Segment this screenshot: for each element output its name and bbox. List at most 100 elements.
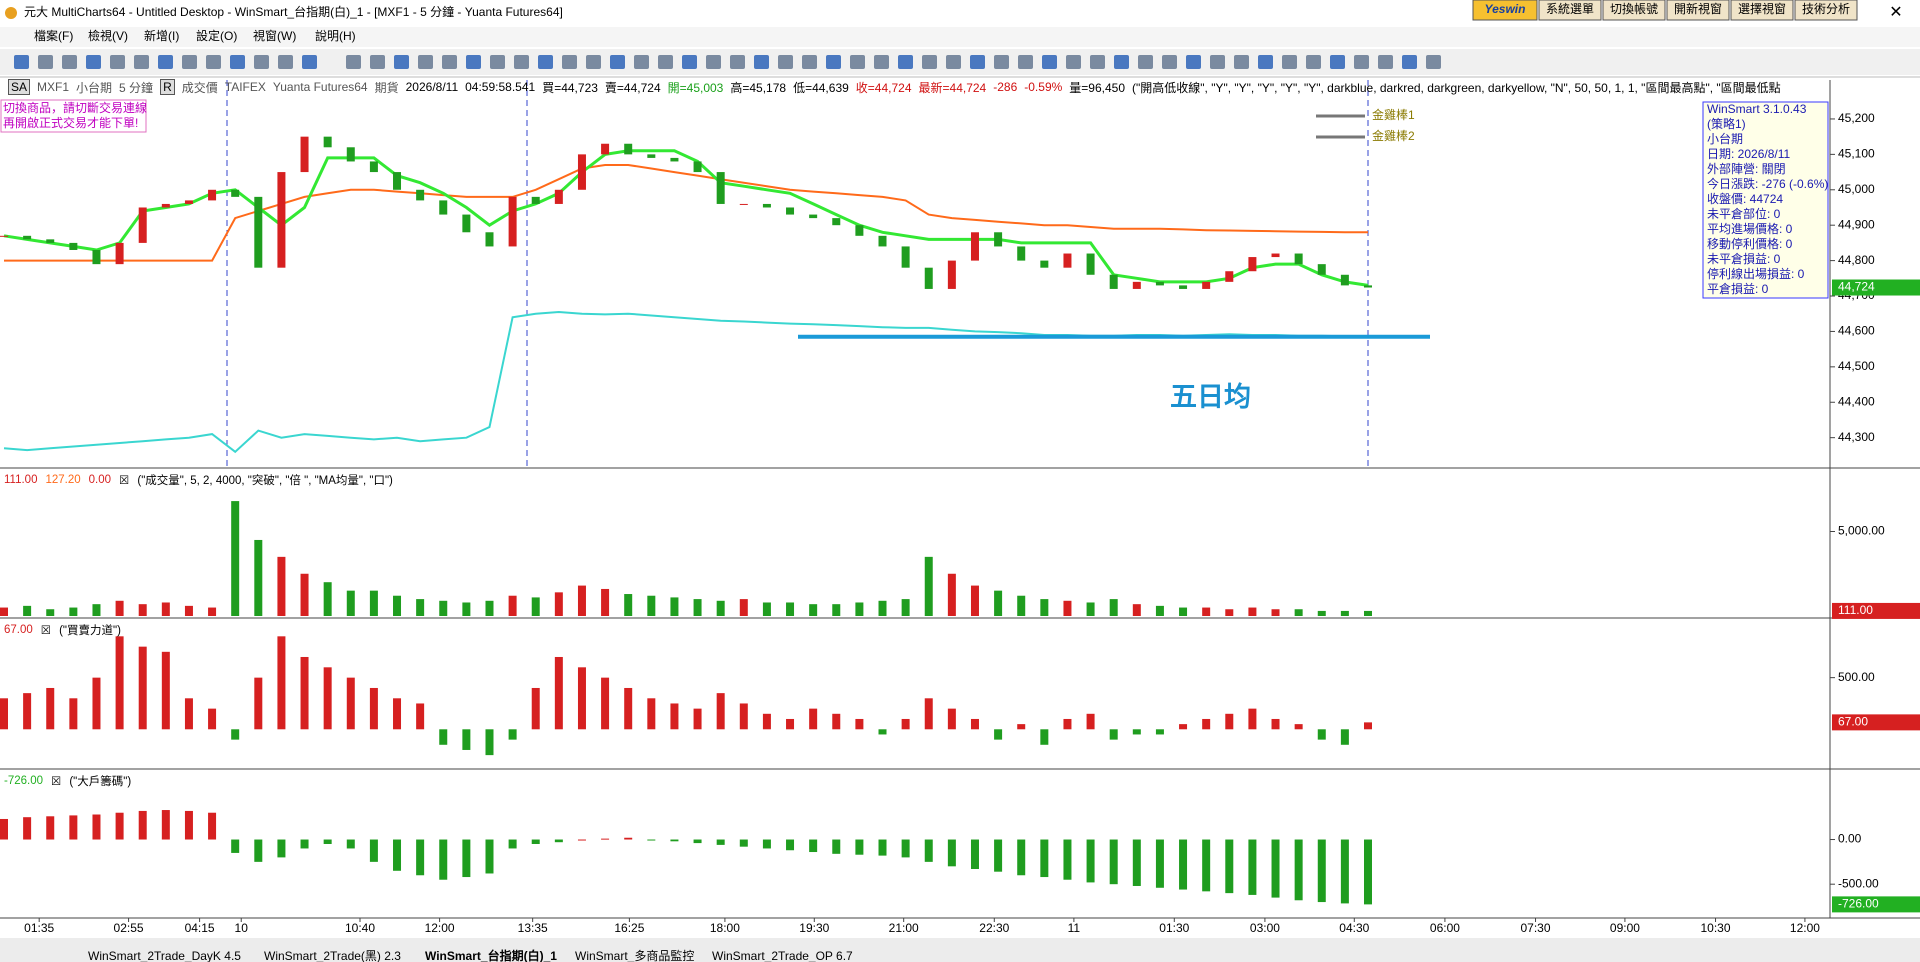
toolbar-icon[interactable] — [418, 55, 433, 69]
toolbar-icon[interactable] — [1426, 55, 1441, 69]
toolbar-icon[interactable] — [682, 55, 697, 69]
toolbar-icon[interactable] — [1402, 55, 1417, 69]
toolbar-icon[interactable] — [86, 55, 101, 69]
toolbar-icon[interactable] — [970, 55, 985, 69]
toolbar-icon[interactable] — [1210, 55, 1225, 69]
toolbar-icon[interactable] — [994, 55, 1009, 69]
toolbar-icon[interactable] — [730, 55, 745, 69]
toolbar-icon[interactable] — [1354, 55, 1369, 69]
bar — [1017, 839, 1026, 876]
toolbar-icon[interactable] — [1234, 55, 1249, 69]
menu-button-label[interactable]: 技術分析 — [1802, 2, 1850, 16]
toolbar-icon[interactable] — [38, 55, 53, 69]
toolbar-icon[interactable] — [1186, 55, 1201, 69]
menu-item[interactable]: 視窗(W) — [253, 28, 296, 43]
menu-button-label[interactable]: 選擇視窗 — [1738, 1, 1786, 16]
menu-button[interactable] — [1602, 0, 1666, 21]
bar — [277, 839, 286, 858]
toolbar-icon[interactable] — [586, 55, 601, 69]
toolbar-icon[interactable] — [1018, 55, 1033, 69]
toolbar-icon[interactable] — [466, 55, 481, 69]
toolbar-icon[interactable] — [1066, 55, 1081, 69]
brand[interactable]: Yeswin — [1485, 2, 1526, 16]
toolbar-icon[interactable] — [706, 55, 721, 69]
toolbar-icon[interactable] — [874, 55, 889, 69]
toolbar-icon[interactable] — [658, 55, 673, 69]
toolbar-icon[interactable] — [62, 55, 77, 69]
menu-item[interactable]: 新增(I) — [144, 28, 179, 43]
toolbar-icon[interactable] — [826, 55, 841, 69]
toolbar-icon[interactable] — [302, 55, 317, 69]
menu-item[interactable]: 說明(H) — [315, 28, 356, 43]
toolbar-icon[interactable] — [634, 55, 649, 69]
bar — [393, 595, 402, 616]
toolbar-icon[interactable] — [1258, 55, 1273, 69]
sheet-tab[interactable]: WinSmart_2Trade_DayK 4.5 — [88, 949, 241, 962]
sheet-tab[interactable]: WinSmart_台指期(白)_1 — [425, 948, 557, 962]
sheet-tab[interactable]: WinSmart_多商品監控 — [575, 948, 694, 962]
close-box[interactable]: ☒ — [40, 625, 52, 637]
toolbar-icon[interactable] — [394, 55, 409, 69]
info-item: 2026/8/11 — [405, 80, 459, 94]
bar — [485, 600, 494, 616]
toolbar-icon[interactable] — [1378, 55, 1393, 69]
candle — [208, 189, 217, 201]
close-box[interactable]: ☒ — [51, 776, 62, 788]
bar — [1040, 839, 1049, 878]
toolbar-icon[interactable] — [1162, 55, 1177, 69]
toolbar-icon[interactable] — [182, 55, 197, 69]
toolbar-icon[interactable] — [1114, 55, 1129, 69]
toolbar-icon[interactable] — [1282, 55, 1297, 69]
toolbar-icon[interactable] — [898, 55, 913, 69]
bar — [69, 815, 78, 840]
toolbar-icon[interactable] — [370, 55, 385, 69]
y-tick-label: 5,000.00 — [1838, 524, 1885, 538]
indicator-line — [3, 149, 1369, 287]
menu-item[interactable]: 檔案(F) — [34, 28, 73, 43]
sheet-tab[interactable]: WinSmart_2Trade(黑) 2.3 — [264, 949, 401, 962]
toolbar-icon[interactable] — [158, 55, 173, 69]
bar — [970, 839, 979, 870]
menu-item[interactable]: 檢視(V) — [88, 28, 128, 43]
toolbar-icon[interactable] — [278, 55, 293, 69]
menu-button-label[interactable]: 系統選單 — [1546, 2, 1594, 16]
close-box[interactable]: ☒ — [119, 475, 130, 487]
toolbar-icon[interactable] — [442, 55, 457, 69]
menu-button[interactable] — [1730, 0, 1794, 21]
menu-button-label[interactable]: 切換帳號 — [1610, 2, 1658, 16]
toolbar-icon[interactable] — [1330, 55, 1345, 69]
toolbar-icon[interactable] — [514, 55, 529, 69]
toolbar-icon[interactable] — [562, 55, 577, 69]
toolbar-icon[interactable] — [610, 55, 625, 69]
menu-button[interactable] — [1666, 0, 1730, 21]
toolbar-icon[interactable] — [1138, 55, 1153, 69]
toolbar-icon[interactable] — [346, 55, 361, 69]
toolbar-icon[interactable] — [134, 55, 149, 69]
toolbar-icon[interactable] — [490, 55, 505, 69]
menu-button-label[interactable]: 開新視窗 — [1674, 1, 1722, 16]
toolbar-icon[interactable] — [230, 55, 245, 69]
menu-item[interactable]: 設定(O) — [196, 28, 237, 43]
toolbar-icon[interactable] — [14, 55, 29, 69]
toolbar-icon[interactable] — [1090, 55, 1105, 69]
toolbar-icon[interactable] — [538, 55, 553, 69]
toolbar-icon[interactable] — [850, 55, 865, 69]
bar — [184, 810, 193, 840]
toolbar-icon[interactable] — [110, 55, 125, 69]
menu-button[interactable] — [1794, 0, 1858, 21]
toolbar-icon[interactable] — [754, 55, 769, 69]
toolbar-icon[interactable] — [946, 55, 961, 69]
toolbar-icon[interactable] — [254, 55, 269, 69]
toolbar-icon[interactable] — [1042, 55, 1057, 69]
toolbar-icon[interactable] — [778, 55, 793, 69]
toolbar-icon[interactable] — [1306, 55, 1321, 69]
candle — [1340, 274, 1349, 286]
bar — [554, 839, 563, 843]
x-tick-label: 11 — [1068, 921, 1081, 935]
close-button[interactable]: ✕ — [1889, 4, 1902, 21]
toolbar-icon[interactable] — [922, 55, 937, 69]
toolbar-icon[interactable] — [802, 55, 817, 69]
toolbar-icon[interactable] — [206, 55, 221, 69]
menu-button[interactable] — [1538, 0, 1602, 21]
sheet-tab[interactable]: WinSmart_2Trade_OP 6.7 — [712, 949, 853, 962]
